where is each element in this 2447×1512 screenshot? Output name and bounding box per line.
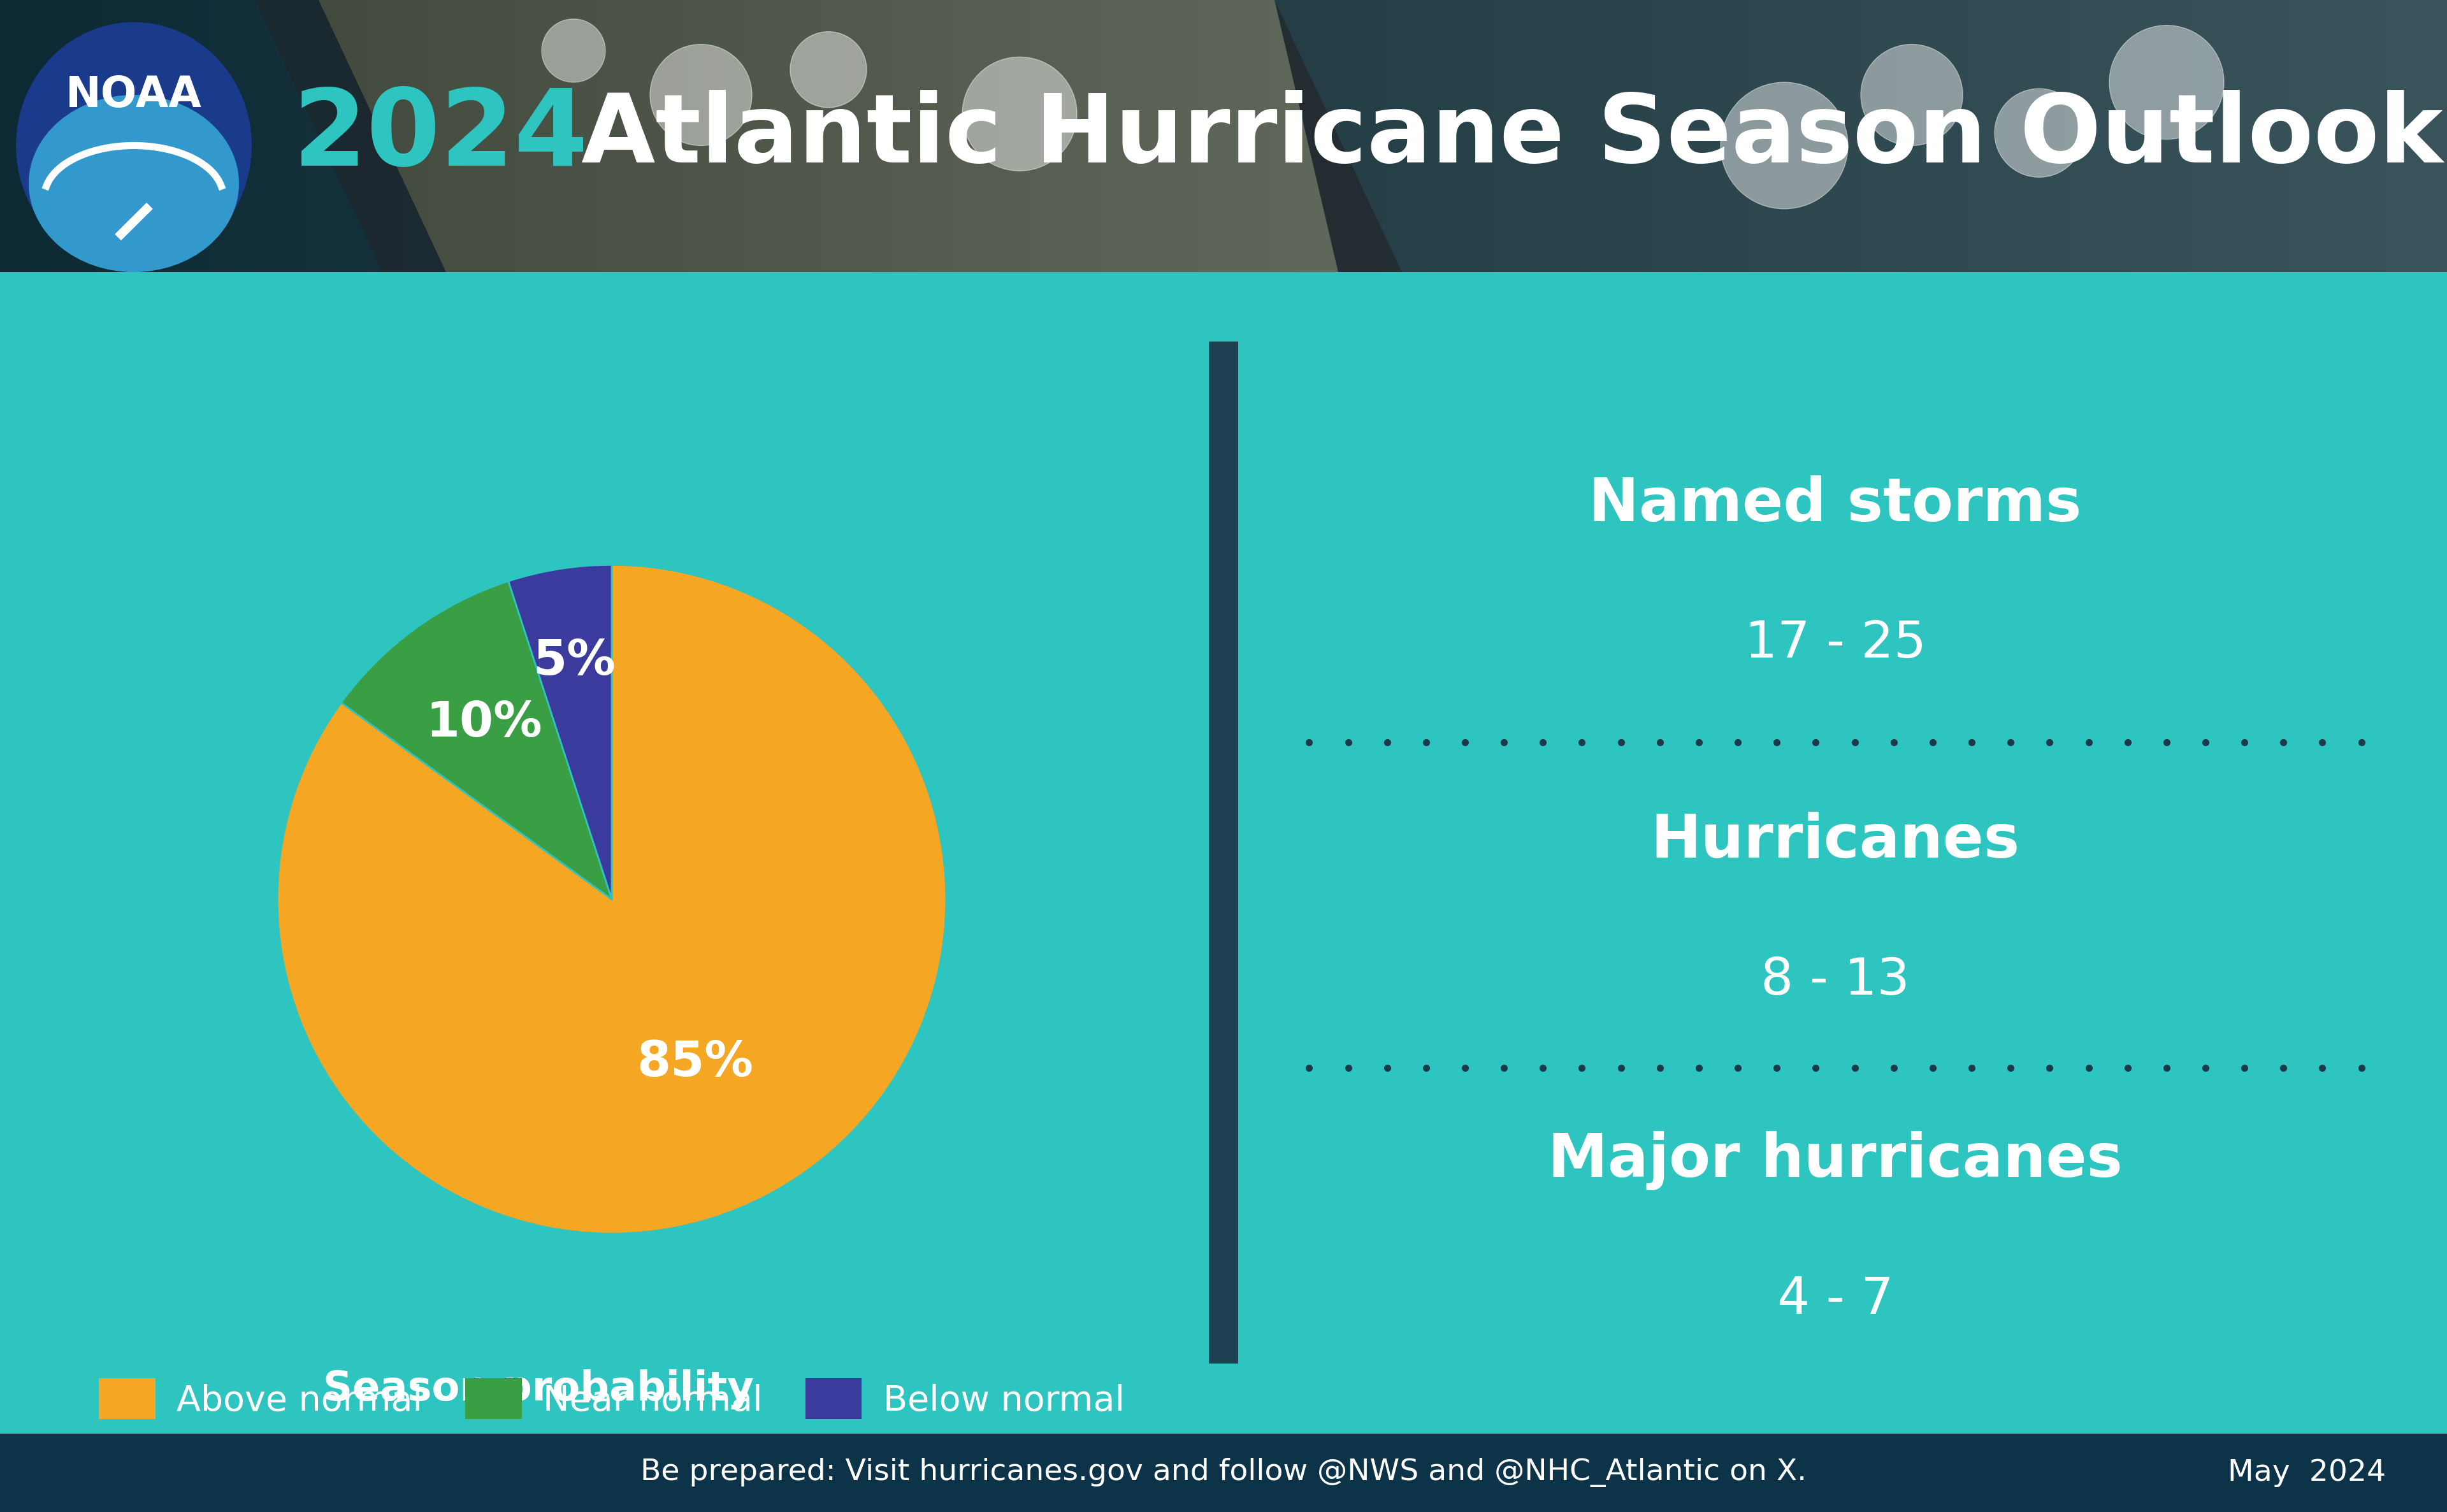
Text: May  2024: May 2024 <box>2227 1459 2386 1486</box>
Circle shape <box>541 20 604 82</box>
Circle shape <box>962 57 1077 171</box>
Circle shape <box>651 44 751 145</box>
Wedge shape <box>277 565 947 1234</box>
Polygon shape <box>1275 0 2447 272</box>
Text: 4 - 7: 4 - 7 <box>1777 1275 1894 1325</box>
Circle shape <box>1860 44 1962 145</box>
Circle shape <box>1994 89 2085 177</box>
Text: NOAA: NOAA <box>66 74 203 116</box>
Wedge shape <box>340 581 612 900</box>
Text: Named storms: Named storms <box>1588 475 2082 534</box>
Wedge shape <box>509 565 612 900</box>
Circle shape <box>2109 26 2224 139</box>
Polygon shape <box>254 0 1402 272</box>
Text: Hurricanes: Hurricanes <box>1652 812 2019 871</box>
Text: 8 - 13: 8 - 13 <box>1762 956 1909 1005</box>
FancyBboxPatch shape <box>1209 342 1238 1364</box>
Circle shape <box>790 32 866 107</box>
FancyBboxPatch shape <box>0 1433 2447 1512</box>
Text: Season probability: Season probability <box>323 1370 754 1409</box>
Text: 10%: 10% <box>426 700 543 747</box>
Ellipse shape <box>17 23 252 269</box>
Circle shape <box>1720 82 1847 209</box>
Polygon shape <box>0 0 445 272</box>
Legend: Above normal, Near normal, Below normal: Above normal, Near normal, Below normal <box>86 1364 1138 1433</box>
Ellipse shape <box>29 95 240 272</box>
Text: Atlantic Hurricane Season Outlook: Atlantic Hurricane Season Outlook <box>548 89 2442 183</box>
Text: 2024: 2024 <box>294 85 590 187</box>
Text: Major hurricanes: Major hurricanes <box>1549 1131 2122 1190</box>
Text: 5%: 5% <box>533 638 614 685</box>
Text: 85%: 85% <box>636 1040 754 1087</box>
Text: Be prepared: Visit hurricanes.gov and follow @NWS and @NHC_Atlantic on X.: Be prepared: Visit hurricanes.gov and fo… <box>641 1458 1806 1488</box>
Text: 17 - 25: 17 - 25 <box>1745 618 1926 668</box>
